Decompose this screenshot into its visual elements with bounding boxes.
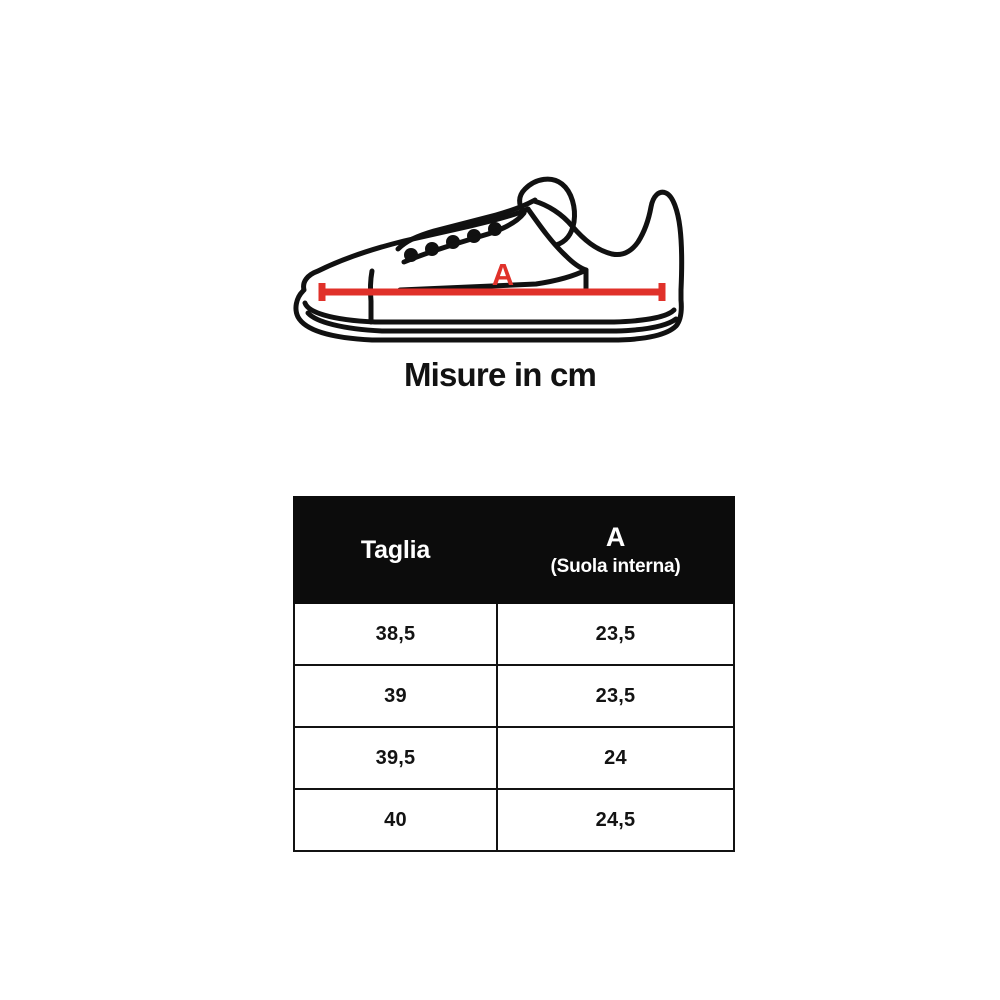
header-sublabel-suola-interna: (Suola interna) [550, 555, 681, 577]
table-row: 39,5 24 [293, 726, 735, 790]
size-table-head: Taglia A (Suola interna) [293, 496, 735, 604]
table-header-row: Taglia A (Suola interna) [293, 496, 735, 604]
cell-size: 39,5 [293, 726, 498, 790]
cell-a: 24 [496, 726, 735, 790]
cell-a: 23,5 [496, 602, 735, 666]
size-table-container: Taglia A (Suola interna) 38,5 23,5 [293, 496, 735, 852]
header-cell-a: A (Suola interna) [496, 496, 735, 604]
cell-a: 24,5 [496, 788, 735, 852]
header-cell-taglia: Taglia [293, 496, 498, 604]
measurement-line-a [318, 283, 666, 301]
caption-misure-in-cm: Misure in cm [403, 356, 597, 393]
table-row: 39 23,5 [293, 664, 735, 728]
cell-size: 40 [293, 788, 498, 852]
table-row: 40 24,5 [293, 788, 735, 852]
shoe-diagram: A [0, 0, 1000, 360]
header-label-taglia: Taglia [360, 535, 431, 564]
cell-size: 39 [293, 664, 498, 728]
measurement-label-a: A [492, 257, 514, 292]
size-table-body: 38,5 23,5 39 23,5 39,5 24 40 24,5 [293, 602, 735, 852]
size-table: Taglia A (Suola interna) 38,5 23,5 [293, 496, 735, 852]
table-row: 38,5 23,5 [293, 602, 735, 666]
header-label-a: A [605, 522, 626, 553]
cell-a: 23,5 [496, 664, 735, 728]
cell-size: 38,5 [293, 602, 498, 666]
